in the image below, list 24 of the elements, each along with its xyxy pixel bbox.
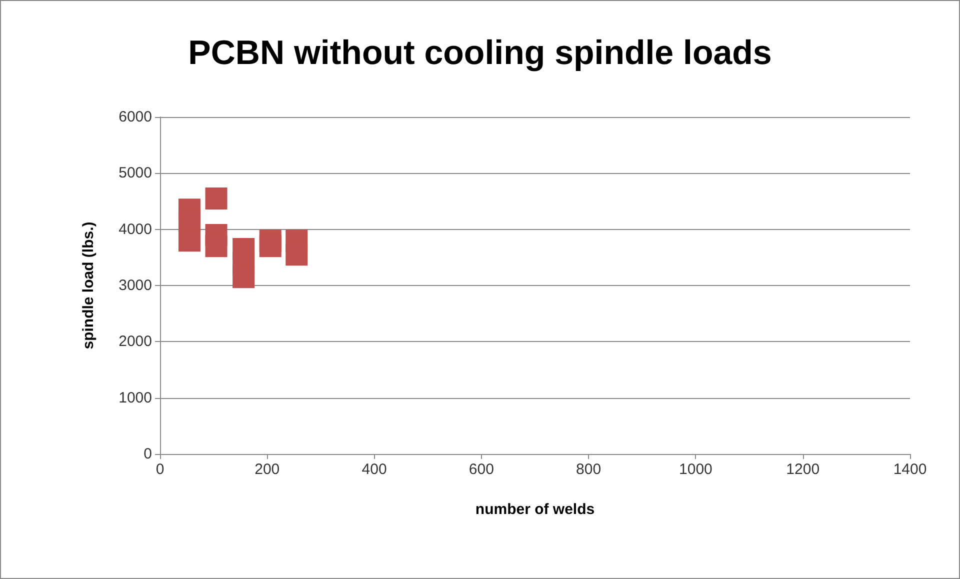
point — [205, 235, 228, 258]
chart-title: PCBN without cooling spindle loads — [188, 34, 772, 72]
x-axis-title: number of welds — [475, 501, 595, 518]
x-tick-label: 200 — [254, 461, 280, 478]
x-tick-label: 1000 — [679, 461, 712, 478]
y-axis-title: spindle load (lbs.) — [80, 222, 97, 350]
y-tick-label: 5000 — [118, 164, 152, 182]
x-tick-label: 1200 — [786, 461, 820, 478]
y-tick-label: 3000 — [118, 277, 152, 294]
x-tick-label: 400 — [362, 461, 387, 478]
x-tick-label: 0 — [156, 461, 164, 478]
y-tick-label: 0 — [144, 446, 152, 462]
point — [259, 235, 282, 258]
y-tick-label: 4000 — [118, 220, 152, 238]
point — [286, 244, 308, 266]
y-tick-label: 2000 — [118, 333, 152, 350]
y-tick-label: 6000 — [118, 108, 152, 126]
x-tick-label: 800 — [576, 461, 602, 478]
point — [232, 266, 255, 288]
x-tick-label: 1400 — [893, 461, 927, 478]
y-tick-label: 1000 — [118, 389, 152, 406]
point — [178, 230, 200, 252]
x-tick-label: 600 — [468, 461, 494, 478]
point — [205, 187, 228, 210]
